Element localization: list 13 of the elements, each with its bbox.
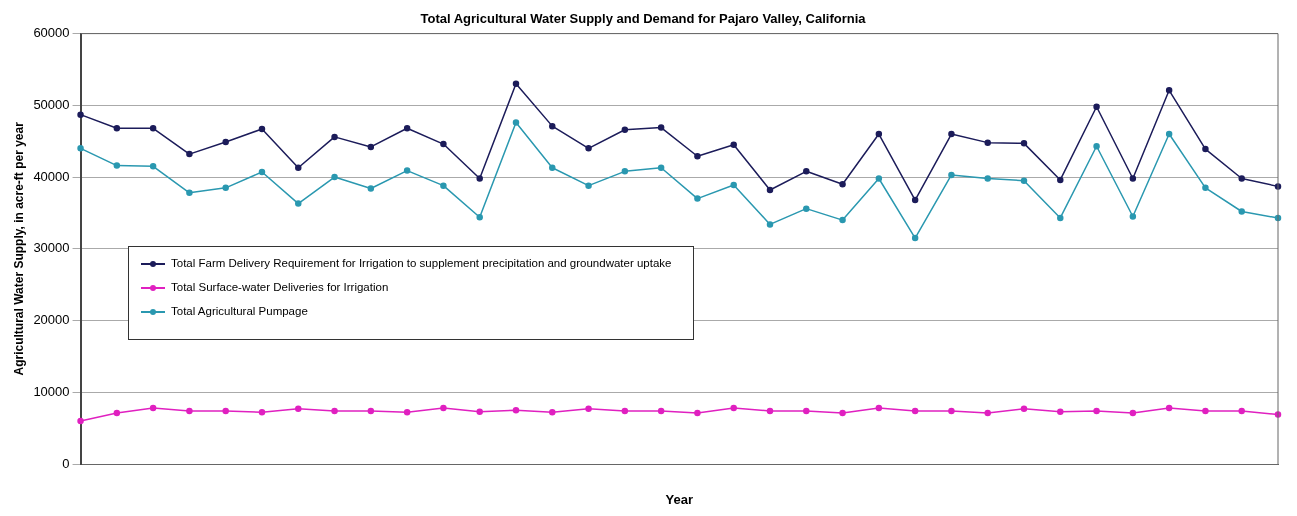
y-tick-label: 50000 <box>33 96 70 112</box>
legend-label: Total Surface-water Deliveries for Irrigation <box>171 281 389 293</box>
y-tick-label: 0 <box>62 455 70 471</box>
chart-title: Total Agricultural Water Supply and Demand for Pajaro Valley, California <box>420 11 867 27</box>
y-tick-label: 40000 <box>33 168 70 184</box>
y-tick-label: 10000 <box>33 383 70 399</box>
legend-label: Total Farm Delivery Requirement for Irrigation to supplement precipitation and groundwater uptake <box>171 257 672 269</box>
y-tick-label: 20000 <box>33 312 70 328</box>
y-axis-title: Agricultural Water Supply, in acre-ft per year <box>11 121 26 376</box>
y-tick-label: 30000 <box>33 240 70 256</box>
y-tick-label: 60000 <box>33 25 70 41</box>
legend-label: Total Agricultural Pumpage <box>171 305 308 317</box>
x-axis-title: Year <box>665 491 694 507</box>
